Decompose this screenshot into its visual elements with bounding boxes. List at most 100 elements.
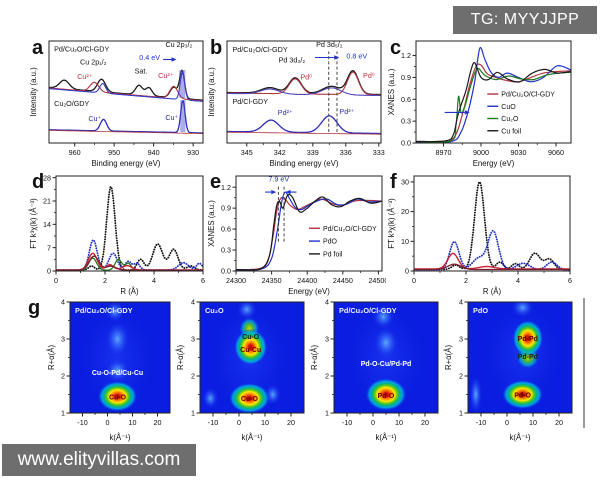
svg-text:30: 30 — [401, 178, 409, 187]
svg-text:-10: -10 — [208, 418, 218, 427]
svg-text:Intensity (a.u.): Intensity (a.u.) — [29, 67, 38, 117]
svg-text:Intensity (a.u.): Intensity (a.u.) — [207, 67, 216, 117]
svg-text:28: 28 — [43, 173, 51, 182]
svg-text:2: 2 — [103, 276, 107, 285]
svg-text:1: 1 — [191, 409, 195, 418]
cu-xanes-plot: 8970 9000 9030 9060 0.0 0.3 0.6 0.9 1.2 Energy (e… — [387, 40, 572, 168]
svg-text:XANES (a.u.): XANES (a.u.) — [207, 200, 216, 247]
svg-text:345: 345 — [241, 148, 253, 157]
svg-text:Pd-O: Pd-O — [378, 393, 395, 400]
svg-text:Cu₂O/GDY: Cu₂O/GDY — [54, 99, 89, 108]
svg-text:R (Å): R (Å) — [120, 287, 139, 296]
svg-text:Binding energy (eV): Binding energy (eV) — [270, 159, 339, 168]
svg-text:1.2: 1.2 — [401, 51, 411, 60]
svg-text:1: 1 — [61, 409, 65, 418]
svg-text:24350: 24350 — [262, 276, 282, 285]
cu2p-xps-plot: 960 950 940 930 Binding energy (eV) Intensity… — [29, 40, 204, 168]
panel-g-wavelet-1: g -10 0 10 20 1 2 3 4 k(Å⁻¹) R+α(Å) Pd/Cu₂O/Cl-GDY… — [28, 296, 174, 444]
svg-text:0.9: 0.9 — [221, 204, 231, 213]
panel-g-wavelet-4: -10 0 10 20 1 2 3 4 k(Å⁻¹) R+α(Å) PdO Pd-Pd Pd-Pd Pd-… — [442, 296, 576, 444]
svg-text:Pd/Cu₂O/Cl-GDY: Pd/Cu₂O/Cl-GDY — [54, 45, 109, 54]
svg-text:Cu 2p₁/₂: Cu 2p₁/₂ — [80, 58, 107, 67]
svg-text:FT k³χ(k) (Å⁻³): FT k³χ(k) (Å⁻³) — [387, 198, 396, 249]
svg-text:0.0: 0.0 — [401, 139, 411, 148]
colorbar-edge-line — [583, 298, 585, 428]
svg-text:2: 2 — [191, 372, 195, 381]
svg-text:Cu 2p₃/₂: Cu 2p₃/₂ — [165, 40, 192, 49]
panel-letter-c: c — [390, 37, 402, 59]
svg-text:24400: 24400 — [297, 276, 317, 285]
svg-text:k(Å⁻¹): k(Å⁻¹) — [509, 433, 530, 442]
svg-text:Pd/Cu₂O/Cl-GDY: Pd/Cu₂O/Cl-GDY — [501, 92, 555, 99]
svg-text:3: 3 — [459, 335, 463, 344]
svg-text:9060: 9060 — [548, 148, 564, 157]
svg-text:940: 940 — [148, 148, 160, 157]
svg-text:9000: 9000 — [473, 148, 489, 157]
svg-text:24300: 24300 — [226, 276, 246, 285]
svg-text:342: 342 — [274, 148, 286, 157]
svg-text:2: 2 — [464, 276, 468, 285]
svg-text:0.6: 0.6 — [221, 225, 231, 234]
svg-text:Pd⁰: Pd⁰ — [363, 71, 375, 80]
svg-text:0.0: 0.0 — [221, 267, 231, 276]
svg-text:Cu-O: Cu-O — [242, 334, 260, 341]
svg-text:Pd-O-Cu/Pd-Pd: Pd-O-Cu/Pd-Pd — [361, 361, 412, 368]
watermark-url: www.elityvillas.com — [2, 444, 196, 476]
svg-text:0.9: 0.9 — [401, 73, 411, 82]
svg-text:1: 1 — [459, 409, 463, 418]
svg-text:Cu-Cu: Cu-Cu — [240, 347, 261, 354]
svg-text:20: 20 — [154, 418, 162, 427]
svg-text:Sat.: Sat. — [135, 67, 148, 76]
svg-text:-10: -10 — [77, 418, 87, 427]
svg-text:20: 20 — [401, 207, 409, 216]
svg-text:0.4 eV: 0.4 eV — [139, 53, 160, 62]
svg-text:950: 950 — [108, 148, 120, 157]
svg-text:2: 2 — [459, 372, 463, 381]
svg-text:Cu²⁺: Cu²⁺ — [158, 71, 174, 80]
svg-text:0: 0 — [237, 418, 241, 427]
panel-letter-f: f — [390, 171, 397, 193]
svg-text:0: 0 — [505, 418, 509, 427]
cu-exafs-plot: 0 2 4 6 0 7 14 21 28 R (Å) FT k³χ(k) (Å⁻³) — [29, 173, 205, 296]
svg-text:0.3: 0.3 — [401, 117, 411, 126]
panel-letter-e: e — [210, 171, 222, 193]
svg-text:0: 0 — [54, 276, 58, 285]
svg-text:1.2: 1.2 — [221, 183, 231, 192]
svg-text:Pd²⁺: Pd²⁺ — [339, 107, 354, 116]
panel-g-wavelet-2: -10 0 10 20 1 2 3 4 k(Å⁻¹) R+α(Å) Cu₂O Cu-O Cu-Cu Cu-… — [174, 296, 308, 444]
svg-text:R+α(Å): R+α(Å) — [47, 345, 56, 370]
svg-text:6: 6 — [568, 276, 572, 285]
svg-text:10: 10 — [401, 237, 409, 246]
panel-letter-a: a — [32, 37, 44, 59]
svg-text:CuO: CuO — [501, 104, 516, 111]
svg-text:9030: 9030 — [511, 148, 527, 157]
svg-text:Energy (eV): Energy (eV) — [473, 159, 515, 168]
svg-text:0.6: 0.6 — [401, 95, 411, 104]
svg-text:Cu-O: Cu-O — [109, 394, 127, 401]
pd3d-xps-plot: 345 342 339 336 333 Binding energy (eV) Intens… — [207, 40, 385, 168]
svg-text:0.8 eV: 0.8 eV — [346, 52, 367, 61]
svg-text:R+α(Å): R+α(Å) — [176, 345, 185, 370]
svg-text:24450: 24450 — [333, 276, 353, 285]
svg-text:10: 10 — [261, 418, 269, 427]
svg-text:4: 4 — [191, 298, 195, 307]
svg-text:10: 10 — [529, 418, 537, 427]
svg-text:Cu-O: Cu-O — [241, 396, 259, 403]
svg-text:Cu foil: Cu foil — [501, 128, 521, 135]
svg-text:-10: -10 — [476, 418, 486, 427]
svg-text:14: 14 — [43, 220, 51, 229]
panel-b-pd3d-xps: b 345 342 339 336 333 Binding energy (eV) Inte… — [206, 36, 386, 170]
svg-text:336: 336 — [340, 148, 352, 157]
svg-text:Pd-O: Pd-O — [514, 393, 531, 400]
svg-text:4: 4 — [459, 298, 463, 307]
panel-f-pd-exafs: f 0 2 4 6 0 10 20 30 R (Å) FT k³χ(k) (Å⁻³) — [386, 170, 576, 298]
svg-text:FT k³χ(k) (Å⁻³): FT k³χ(k) (Å⁻³) — [29, 198, 38, 249]
svg-text:930: 930 — [187, 148, 199, 157]
svg-text:R (Å): R (Å) — [483, 287, 502, 296]
svg-text:0: 0 — [405, 267, 409, 276]
svg-text:Cu⁺: Cu⁺ — [165, 113, 178, 122]
svg-text:Cu²⁺: Cu²⁺ — [77, 72, 93, 81]
